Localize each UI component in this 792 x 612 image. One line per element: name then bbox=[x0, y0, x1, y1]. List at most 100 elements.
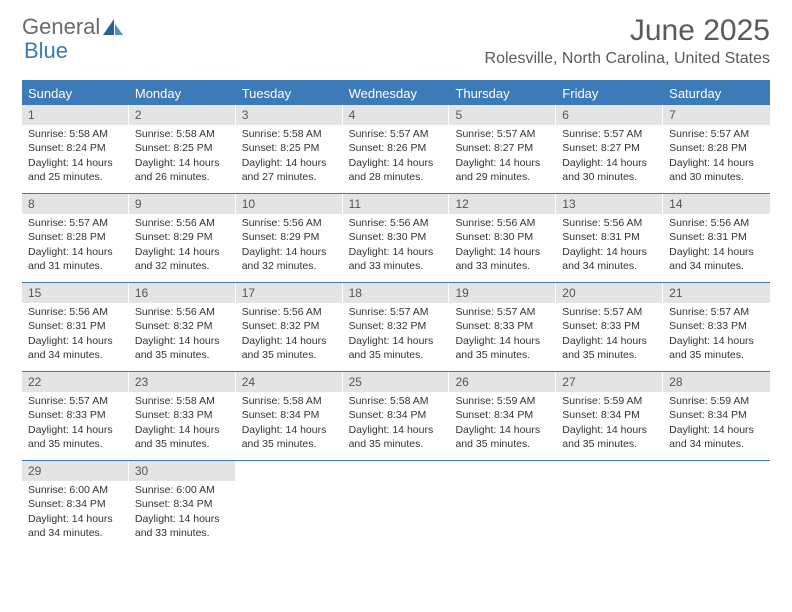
calendar-body: 1Sunrise: 5:58 AMSunset: 8:24 PMDaylight… bbox=[22, 105, 770, 549]
daylight-line: Daylight: 14 hours and 33 minutes. bbox=[349, 245, 444, 273]
day-info: Sunrise: 5:57 AMSunset: 8:26 PMDaylight:… bbox=[343, 127, 450, 184]
calendar: Sunday Monday Tuesday Wednesday Thursday… bbox=[22, 80, 770, 549]
daylight-line: Daylight: 14 hours and 26 minutes. bbox=[135, 156, 230, 184]
daylight-line: Daylight: 14 hours and 35 minutes. bbox=[562, 423, 657, 451]
calendar-day: 5 Sunrise: 5:57 AMSunset: 8:27 PMDaylight… bbox=[449, 105, 556, 193]
calendar-day: 27Sunrise: 5:59 AMSunset: 8:34 PMDayligh… bbox=[556, 372, 663, 460]
sunset-line: Sunset: 8:32 PM bbox=[349, 319, 444, 333]
calendar-week: 8Sunrise: 5:57 AMSunset: 8:28 PMDaylight… bbox=[22, 194, 770, 283]
sunset-line: Sunset: 8:33 PM bbox=[669, 319, 764, 333]
daylight-line: Daylight: 14 hours and 25 minutes. bbox=[28, 156, 123, 184]
sunrise-line: Sunrise: 5:58 AM bbox=[28, 127, 123, 141]
day-number: 20 bbox=[556, 283, 663, 303]
calendar-day: 25Sunrise: 5:58 AMSunset: 8:34 PMDayligh… bbox=[343, 372, 450, 460]
calendar-day: 17Sunrise: 5:56 AMSunset: 8:32 PMDayligh… bbox=[236, 283, 343, 371]
day-info: Sunrise: 5:58 AMSunset: 8:25 PMDaylight:… bbox=[129, 127, 236, 184]
daylight-line: Daylight: 14 hours and 35 minutes. bbox=[562, 334, 657, 362]
sunset-line: Sunset: 8:27 PM bbox=[562, 141, 657, 155]
sunset-line: Sunset: 8:30 PM bbox=[349, 230, 444, 244]
calendar-day: 3Sunrise: 5:58 AMSunset: 8:25 PMDaylight… bbox=[236, 105, 343, 193]
logo: General bbox=[22, 14, 124, 40]
calendar-day: 7Sunrise: 5:57 AMSunset: 8:28 PMDaylight… bbox=[663, 105, 770, 193]
day-header-sun: Sunday bbox=[22, 82, 129, 105]
sunrise-line: Sunrise: 5:59 AM bbox=[455, 394, 550, 408]
day-header-sat: Saturday bbox=[663, 82, 770, 105]
sunrise-line: Sunrise: 5:57 AM bbox=[562, 305, 657, 319]
daylight-line: Daylight: 14 hours and 35 minutes. bbox=[135, 423, 230, 451]
daylight-line: Daylight: 14 hours and 35 minutes. bbox=[242, 334, 337, 362]
sunset-line: Sunset: 8:34 PM bbox=[349, 408, 444, 422]
sunset-line: Sunset: 8:34 PM bbox=[28, 497, 123, 511]
daylight-line: Daylight: 14 hours and 35 minutes. bbox=[349, 334, 444, 362]
day-number: 23 bbox=[129, 372, 236, 392]
day-number: 7 bbox=[663, 105, 770, 125]
sunrise-line: Sunrise: 5:58 AM bbox=[349, 394, 444, 408]
day-info: Sunrise: 5:57 AMSunset: 8:32 PMDaylight:… bbox=[343, 305, 450, 362]
location-label: Rolesville, North Carolina, United State… bbox=[485, 50, 770, 68]
sunrise-line: Sunrise: 5:58 AM bbox=[242, 394, 337, 408]
calendar-day: 10Sunrise: 5:56 AMSunset: 8:29 PMDayligh… bbox=[236, 194, 343, 282]
day-info: Sunrise: 5:56 AMSunset: 8:31 PMDaylight:… bbox=[22, 305, 129, 362]
daylight-line: Daylight: 14 hours and 33 minutes. bbox=[135, 512, 230, 540]
calendar-day: 29Sunrise: 6:00 AMSunset: 8:34 PMDayligh… bbox=[22, 461, 129, 549]
day-number: 25 bbox=[343, 372, 450, 392]
day-info: Sunrise: 5:59 AMSunset: 8:34 PMDaylight:… bbox=[556, 394, 663, 451]
sunset-line: Sunset: 8:33 PM bbox=[135, 408, 230, 422]
sunrise-line: Sunrise: 5:59 AM bbox=[669, 394, 764, 408]
day-number: 19 bbox=[449, 283, 556, 303]
calendar-day: 13Sunrise: 5:56 AMSunset: 8:31 PMDayligh… bbox=[556, 194, 663, 282]
day-number: 3 bbox=[236, 105, 343, 125]
sunset-line: Sunset: 8:27 PM bbox=[455, 141, 550, 155]
sunset-line: Sunset: 8:33 PM bbox=[28, 408, 123, 422]
day-number: 8 bbox=[22, 194, 129, 214]
sunrise-line: Sunrise: 5:56 AM bbox=[349, 216, 444, 230]
calendar-day: 20Sunrise: 5:57 AMSunset: 8:33 PMDayligh… bbox=[556, 283, 663, 371]
calendar-day: 26Sunrise: 5:59 AMSunset: 8:34 PMDayligh… bbox=[449, 372, 556, 460]
daylight-line: Daylight: 14 hours and 35 minutes. bbox=[242, 423, 337, 451]
calendar-week: 29Sunrise: 6:00 AMSunset: 8:34 PMDayligh… bbox=[22, 461, 770, 549]
sunset-line: Sunset: 8:26 PM bbox=[349, 141, 444, 155]
day-info: Sunrise: 5:59 AMSunset: 8:34 PMDaylight:… bbox=[449, 394, 556, 451]
calendar-day: 8Sunrise: 5:57 AMSunset: 8:28 PMDaylight… bbox=[22, 194, 129, 282]
calendar-day: 1Sunrise: 5:58 AMSunset: 8:24 PMDaylight… bbox=[22, 105, 129, 193]
calendar-day: 15Sunrise: 5:56 AMSunset: 8:31 PMDayligh… bbox=[22, 283, 129, 371]
daylight-line: Daylight: 14 hours and 32 minutes. bbox=[135, 245, 230, 273]
calendar-day: 18Sunrise: 5:57 AMSunset: 8:32 PMDayligh… bbox=[343, 283, 450, 371]
day-number: 21 bbox=[663, 283, 770, 303]
day-info: Sunrise: 5:58 AMSunset: 8:25 PMDaylight:… bbox=[236, 127, 343, 184]
calendar-day: 6Sunrise: 5:57 AMSunset: 8:27 PMDaylight… bbox=[556, 105, 663, 193]
calendar-day: 12Sunrise: 5:56 AMSunset: 8:30 PMDayligh… bbox=[449, 194, 556, 282]
day-info: Sunrise: 5:56 AMSunset: 8:32 PMDaylight:… bbox=[129, 305, 236, 362]
calendar-day bbox=[556, 461, 663, 549]
logo-text-2: Blue bbox=[24, 38, 68, 64]
sunrise-line: Sunrise: 5:58 AM bbox=[135, 394, 230, 408]
sunset-line: Sunset: 8:33 PM bbox=[455, 319, 550, 333]
calendar-day: 11Sunrise: 5:56 AMSunset: 8:30 PMDayligh… bbox=[343, 194, 450, 282]
sunset-line: Sunset: 8:28 PM bbox=[669, 141, 764, 155]
day-number: 22 bbox=[22, 372, 129, 392]
day-info: Sunrise: 5:56 AMSunset: 8:31 PMDaylight:… bbox=[556, 216, 663, 273]
calendar-day: 9Sunrise: 5:56 AMSunset: 8:29 PMDaylight… bbox=[129, 194, 236, 282]
daylight-line: Daylight: 14 hours and 34 minutes. bbox=[669, 423, 764, 451]
daylight-line: Daylight: 14 hours and 29 minutes. bbox=[455, 156, 550, 184]
day-info: Sunrise: 5:58 AMSunset: 8:24 PMDaylight:… bbox=[22, 127, 129, 184]
daylight-line: Daylight: 14 hours and 35 minutes. bbox=[455, 423, 550, 451]
day-number: 5 bbox=[449, 105, 556, 125]
sunrise-line: Sunrise: 5:57 AM bbox=[455, 127, 550, 141]
sunrise-line: Sunrise: 5:57 AM bbox=[669, 127, 764, 141]
sunset-line: Sunset: 8:34 PM bbox=[455, 408, 550, 422]
day-info: Sunrise: 6:00 AMSunset: 8:34 PMDaylight:… bbox=[22, 483, 129, 540]
day-number: 2 bbox=[129, 105, 236, 125]
sunset-line: Sunset: 8:28 PM bbox=[28, 230, 123, 244]
daylight-line: Daylight: 14 hours and 33 minutes. bbox=[455, 245, 550, 273]
sunset-line: Sunset: 8:32 PM bbox=[135, 319, 230, 333]
calendar-week: 22Sunrise: 5:57 AMSunset: 8:33 PMDayligh… bbox=[22, 372, 770, 461]
day-number: 6 bbox=[556, 105, 663, 125]
day-number: 14 bbox=[663, 194, 770, 214]
daylight-line: Daylight: 14 hours and 27 minutes. bbox=[242, 156, 337, 184]
calendar-day: 28Sunrise: 5:59 AMSunset: 8:34 PMDayligh… bbox=[663, 372, 770, 460]
sunrise-line: Sunrise: 5:57 AM bbox=[349, 127, 444, 141]
sunset-line: Sunset: 8:24 PM bbox=[28, 141, 123, 155]
day-number: 30 bbox=[129, 461, 236, 481]
day-header-tue: Tuesday bbox=[236, 82, 343, 105]
